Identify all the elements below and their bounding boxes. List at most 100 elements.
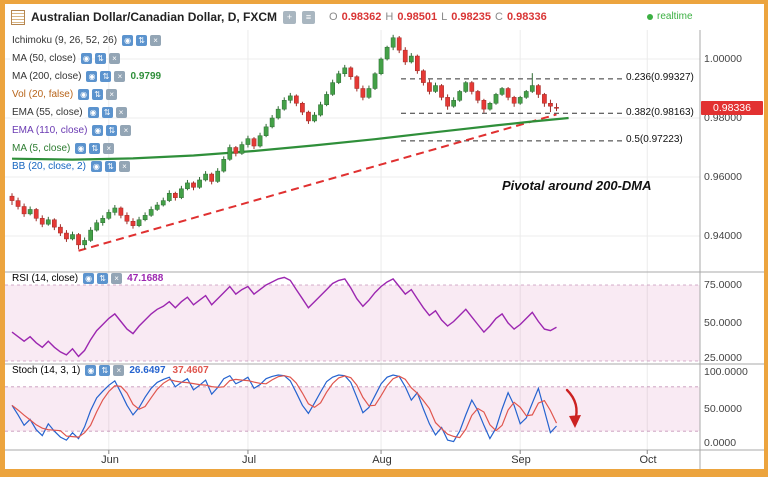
stoch-tick: 100.0000 bbox=[704, 366, 748, 378]
realtime-status: realtime bbox=[647, 11, 693, 22]
price-chart-canvas[interactable] bbox=[5, 4, 764, 469]
stoch-label[interactable]: Stoch (14, 3, 1) bbox=[10, 365, 83, 376]
chart-annotation-text[interactable]: Pivotal around 200-DMA bbox=[502, 178, 652, 193]
arrows-icon[interactable]: ⇅ bbox=[101, 106, 113, 118]
eye-icon[interactable]: ◉ bbox=[87, 106, 99, 118]
rsi-value: 47.1688 bbox=[125, 273, 166, 284]
arrows-icon[interactable]: ⇅ bbox=[94, 52, 106, 64]
close-icon[interactable]: × bbox=[114, 70, 126, 82]
eye-icon[interactable]: ◉ bbox=[75, 142, 87, 154]
eye-icon[interactable]: ◉ bbox=[78, 88, 90, 100]
close-label: C bbox=[494, 11, 503, 23]
indicator-label[interactable]: Vol (20, false) bbox=[10, 88, 76, 100]
price-tick: 0.96000 bbox=[704, 171, 742, 183]
indicator-label[interactable]: BB (20, close, 2) bbox=[10, 160, 88, 172]
rsi-tick: 75.0000 bbox=[704, 279, 742, 291]
close-icon[interactable]: × bbox=[106, 88, 118, 100]
indicator-row: Vol (20, false) ◉ ⇅ × bbox=[10, 85, 163, 103]
month-label: Jul bbox=[241, 454, 257, 466]
chart-window: Australian Dollar/Canadian Dollar, D, FX… bbox=[5, 4, 764, 469]
rsi-line bbox=[11, 276, 557, 358]
indicator-label[interactable]: Ichimoku (9, 26, 52, 26) bbox=[10, 34, 120, 46]
high-value: 0.98501 bbox=[397, 11, 438, 23]
close-icon[interactable]: × bbox=[113, 365, 125, 376]
stoch-tick: 50.0000 bbox=[704, 403, 742, 415]
low-value: 0.98235 bbox=[451, 11, 491, 23]
realtime-dot-icon bbox=[647, 13, 653, 20]
indicator-row: BB (20, close, 2) ◉ ⇅ × bbox=[10, 157, 163, 175]
indicator-label[interactable]: MA (5, close) bbox=[10, 142, 73, 154]
candlestick-series bbox=[9, 34, 559, 250]
fib-level-label[interactable]: 0.382(0.98163) bbox=[626, 107, 694, 118]
close-value: 0.98336 bbox=[506, 11, 547, 23]
close-icon[interactable]: × bbox=[115, 106, 127, 118]
stoch-tick: 0.0000 bbox=[704, 437, 737, 449]
stoch-d-value: 37.4607 bbox=[170, 365, 211, 376]
stoch-k-value: 26.6497 bbox=[127, 365, 168, 376]
fib-level-label[interactable]: 0.236(0.99327) bbox=[626, 72, 694, 83]
fib-retracement-lines[interactable] bbox=[401, 78, 623, 142]
rsi-label[interactable]: RSI (14, close) bbox=[10, 273, 81, 284]
arrows-icon[interactable]: ⇅ bbox=[89, 142, 101, 154]
open-label: O bbox=[329, 11, 338, 23]
indicator-row: EMA (110, close) ◉ ⇅ × bbox=[10, 121, 163, 139]
price-tick: 0.94000 bbox=[704, 230, 742, 242]
arrows-icon[interactable]: ⇅ bbox=[106, 124, 118, 136]
indicator-row: Ichimoku (9, 26, 52, 26) ◉ ⇅ × bbox=[10, 31, 163, 49]
stoch-legend: Stoch (14, 3, 1) ◉ ⇅ × 26.6497 37.4607 bbox=[10, 365, 211, 376]
ma200-line bbox=[11, 116, 569, 161]
eye-icon[interactable]: ◉ bbox=[92, 124, 104, 136]
chart-header: Australian Dollar/Canadian Dollar, D, FX… bbox=[5, 4, 764, 30]
eye-icon[interactable]: ◉ bbox=[90, 160, 102, 172]
arrows-icon[interactable]: ⇅ bbox=[100, 70, 112, 82]
arrows-icon[interactable]: ⇅ bbox=[92, 88, 104, 100]
last-price-badge: 0.98336 bbox=[701, 101, 763, 115]
fib-level-label[interactable]: 0.5(0.97223) bbox=[626, 134, 683, 145]
indicator-label[interactable]: MA (50, close) bbox=[10, 52, 78, 64]
month-label: Jun bbox=[101, 454, 119, 466]
eye-icon[interactable]: ◉ bbox=[122, 34, 134, 46]
close-icon[interactable]: × bbox=[111, 273, 123, 284]
close-icon[interactable]: × bbox=[103, 142, 115, 154]
indicator-row: EMA (55, close) ◉ ⇅ × bbox=[10, 103, 163, 121]
realtime-label: realtime bbox=[657, 11, 693, 22]
ohlc-readout: O 0.98362 H 0.98501 L 0.98235 C 0.98336 bbox=[329, 11, 547, 23]
rsi-tick: 50.0000 bbox=[704, 317, 742, 329]
close-icon[interactable]: × bbox=[150, 34, 162, 46]
indicator-row: MA (5, close) ◉ ⇅ × bbox=[10, 139, 163, 157]
month-label: Sep bbox=[511, 454, 531, 466]
open-value: 0.98362 bbox=[341, 11, 382, 23]
arrows-icon[interactable]: ⇅ bbox=[99, 365, 111, 376]
close-icon[interactable]: × bbox=[120, 124, 132, 136]
month-label: Oct bbox=[639, 454, 657, 466]
eye-icon[interactable]: ◉ bbox=[80, 52, 92, 64]
stoch-band bbox=[5, 386, 700, 432]
rsi-legend: RSI (14, close) ◉ ⇅ × 47.1688 bbox=[10, 273, 166, 284]
indicator-label[interactable]: EMA (110, close) bbox=[10, 124, 90, 136]
symbol-title: Australian Dollar/Canadian Dollar, D, FX… bbox=[31, 10, 278, 24]
stoch-d-line bbox=[11, 375, 558, 439]
indicator-value: 0.9799 bbox=[128, 70, 164, 82]
arrows-icon[interactable]: ⇅ bbox=[136, 34, 148, 46]
indicator-label[interactable]: EMA (55, close) bbox=[10, 106, 85, 118]
month-label: Aug bbox=[372, 454, 392, 466]
close-icon[interactable]: × bbox=[108, 52, 120, 64]
rsi-band bbox=[5, 285, 700, 361]
eye-icon[interactable]: ◉ bbox=[83, 273, 95, 284]
symbol-icon bbox=[11, 9, 25, 25]
eye-icon[interactable]: ◉ bbox=[86, 70, 98, 82]
down-arrow-head bbox=[569, 415, 581, 428]
arrows-icon[interactable]: ⇅ bbox=[104, 160, 116, 172]
price-tick: 0.98000 bbox=[704, 112, 742, 124]
trendline[interactable] bbox=[78, 113, 557, 252]
close-icon[interactable]: × bbox=[118, 160, 130, 172]
arrows-icon[interactable]: ⇅ bbox=[97, 273, 109, 284]
indicator-legend: Ichimoku (9, 26, 52, 26) ◉ ⇅ × MA (50, close… bbox=[10, 31, 164, 175]
rsi-tick: 25.0000 bbox=[704, 352, 742, 364]
indicator-label[interactable]: MA (200, close) bbox=[10, 70, 84, 82]
add-icon[interactable]: + bbox=[283, 10, 297, 24]
low-label: L bbox=[441, 11, 448, 23]
indicator-row: MA (50, close) ◉ ⇅ × bbox=[10, 49, 163, 67]
list-icon[interactable]: ≡ bbox=[302, 10, 316, 24]
eye-icon[interactable]: ◉ bbox=[85, 365, 97, 376]
